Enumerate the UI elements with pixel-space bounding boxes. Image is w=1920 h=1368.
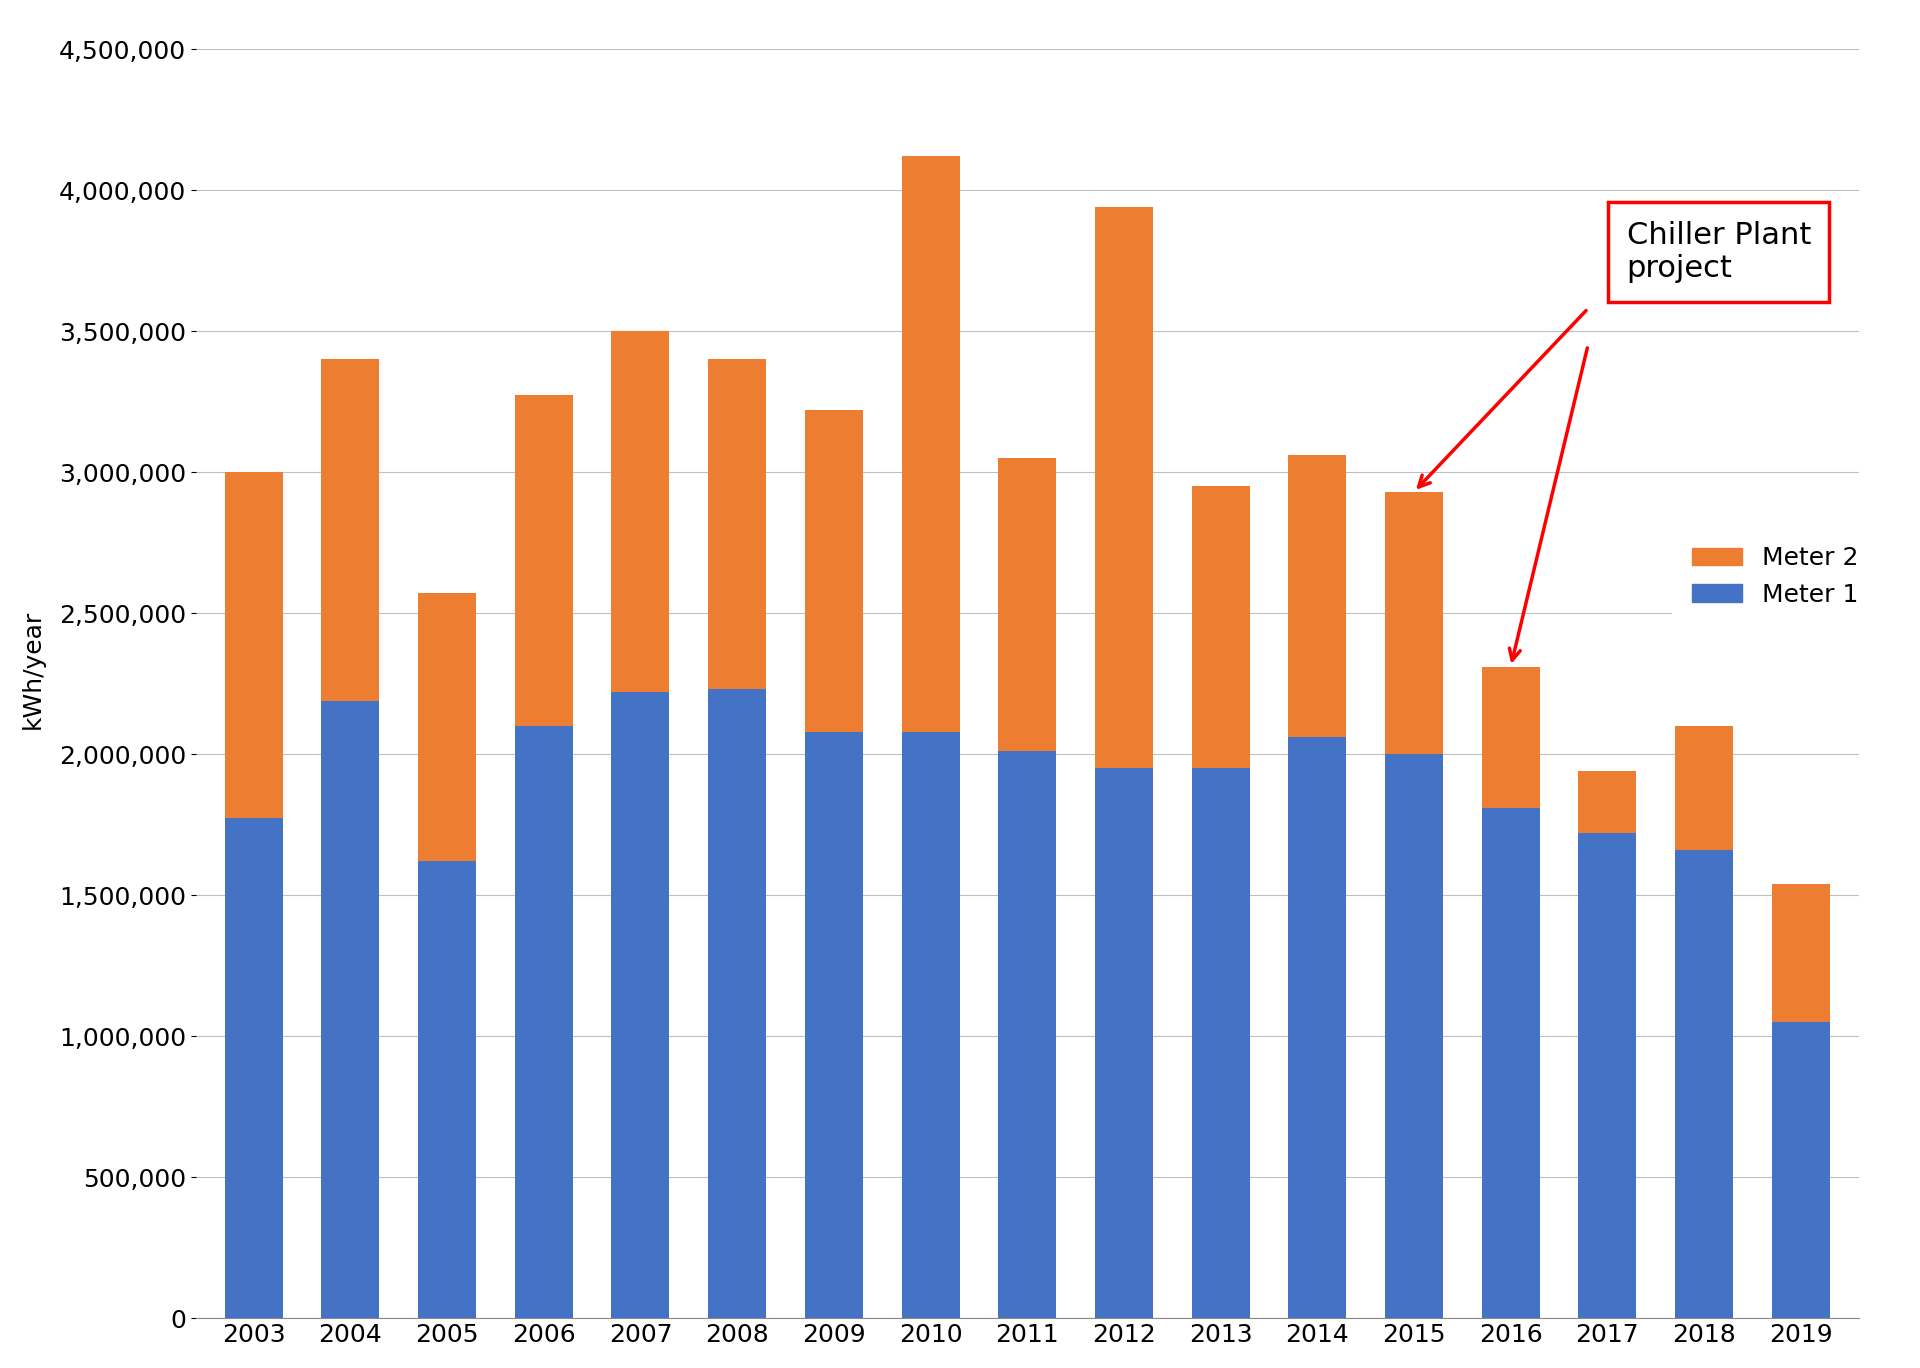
Bar [515, 394, 572, 726]
Bar [1192, 769, 1250, 1319]
Bar [1578, 772, 1636, 833]
Bar [419, 862, 476, 1319]
Bar [1482, 807, 1540, 1319]
Bar [902, 732, 960, 1319]
Bar [804, 410, 862, 732]
Bar [1674, 726, 1734, 850]
Bar [1482, 666, 1540, 807]
Legend: Meter 2, Meter 1: Meter 2, Meter 1 [1672, 527, 1878, 627]
Bar [1384, 754, 1444, 1319]
Y-axis label: kWh/year: kWh/year [21, 610, 44, 729]
Bar [1578, 833, 1636, 1319]
Bar [998, 751, 1056, 1319]
Bar [1288, 737, 1346, 1319]
Bar [1384, 492, 1444, 754]
Bar [804, 732, 862, 1319]
Bar [225, 818, 282, 1319]
Bar [902, 156, 960, 732]
Bar [611, 331, 670, 692]
Bar [708, 360, 766, 689]
Bar [1772, 884, 1830, 1022]
Text: Chiller Plant
project: Chiller Plant project [1626, 220, 1811, 283]
Bar [1094, 769, 1152, 1319]
Bar [611, 692, 670, 1319]
Bar [321, 360, 380, 700]
Bar [998, 458, 1056, 751]
Bar [1674, 850, 1734, 1319]
Bar [321, 700, 380, 1319]
Bar [225, 472, 282, 818]
Bar [1772, 1022, 1830, 1319]
Bar [1192, 486, 1250, 769]
Bar [419, 594, 476, 862]
Bar [1288, 456, 1346, 737]
Bar [708, 689, 766, 1319]
Bar [515, 726, 572, 1319]
Bar [1094, 207, 1152, 769]
